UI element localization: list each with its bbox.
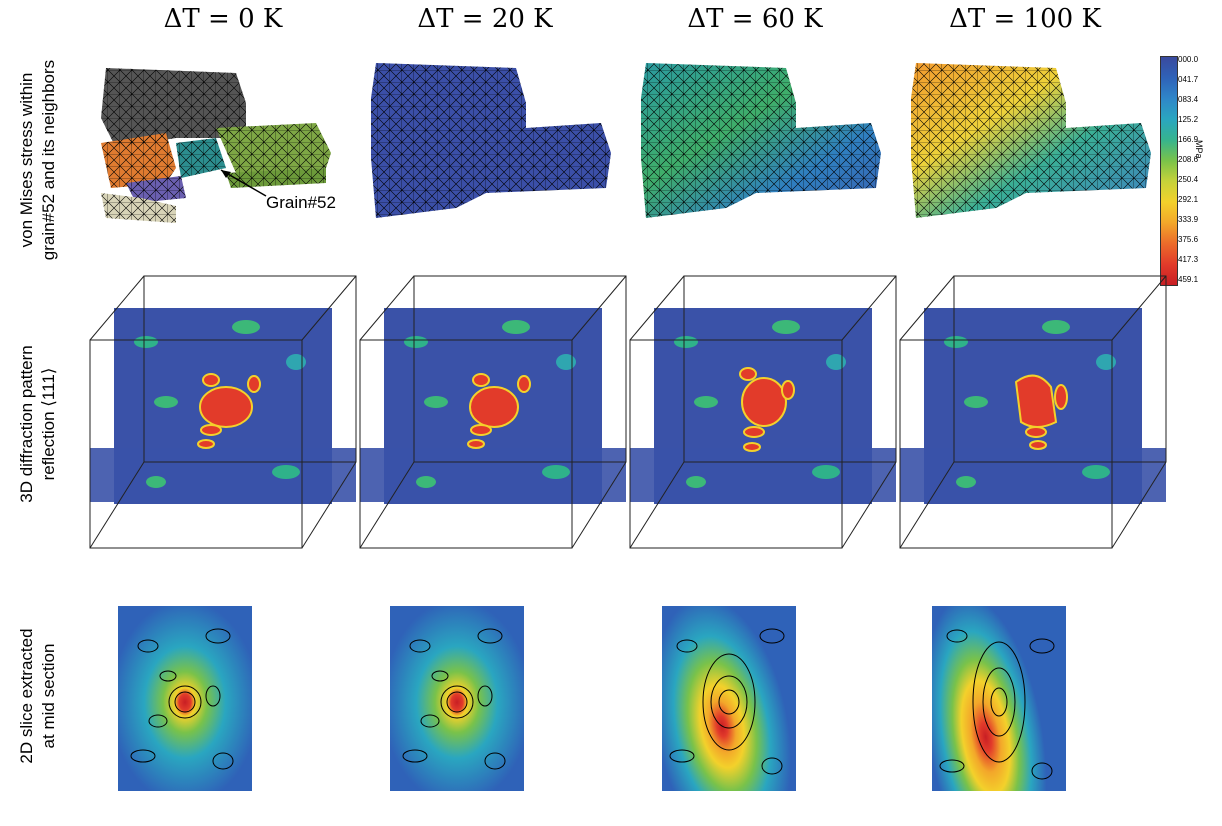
colorbar-unit: MPa	[1194, 140, 1204, 159]
column-header-dt100: ΔT = 100 K	[949, 4, 1101, 34]
diffraction-3d-dt20	[356, 272, 636, 552]
colorbar-tick-label: 333.9	[1178, 215, 1199, 224]
diffraction-3d-dt0	[86, 272, 366, 552]
column-header-dt0: ΔT = 0 K	[163, 4, 283, 34]
colorbar-tick-label: 250.4	[1178, 175, 1199, 184]
colorbar-tick-label: 125.2	[1178, 115, 1199, 124]
row-label-stress: von Mises stress within grain#52 and its…	[17, 59, 58, 261]
row-label-diffraction: 3D diffraction pattern reflection ⟨111⟩	[17, 345, 58, 503]
colorbar-tick-label: 292.1	[1178, 195, 1199, 204]
diffraction-3d-dt60	[626, 272, 906, 552]
colorbar-tick-label: 083.4	[1178, 95, 1199, 104]
slice-2d-dt100	[932, 606, 1066, 791]
colorbar-tick-label: 417.3	[1178, 255, 1199, 264]
colorbar-tick-label: 375.6	[1178, 235, 1199, 244]
colorbar-tick-label: 166.9	[1178, 135, 1199, 144]
stress-mesh-dt100	[906, 58, 1166, 228]
colorbar-tick-label: 208.6	[1178, 155, 1199, 164]
slice-2d-dt60	[662, 606, 796, 791]
colorbar-tick-label: 459.1	[1178, 275, 1199, 284]
row-label-slice: 2D slice extracted at mid section	[17, 628, 58, 764]
stress-mesh-dt0	[96, 58, 356, 228]
colorbar	[1160, 56, 1178, 286]
slice-2d-dt0	[118, 606, 252, 791]
column-header-dt60: ΔT = 60 K	[687, 4, 823, 34]
colorbar-tick-label: 041.7	[1178, 75, 1199, 84]
stress-mesh-dt60	[636, 58, 896, 228]
colorbar-tick-labels: 000.0 041.7 083.4 125.2 166.9 208.6 250.4 292.1…	[1178, 56, 1208, 284]
stress-mesh-dt20	[366, 58, 626, 228]
grain-label: Grain#52	[266, 193, 336, 212]
colorbar-tick-label: 000.0	[1178, 55, 1199, 64]
slice-2d-dt20	[390, 606, 524, 791]
diffraction-3d-dt100	[896, 272, 1176, 552]
column-header-dt20: ΔT = 20 K	[417, 4, 553, 34]
